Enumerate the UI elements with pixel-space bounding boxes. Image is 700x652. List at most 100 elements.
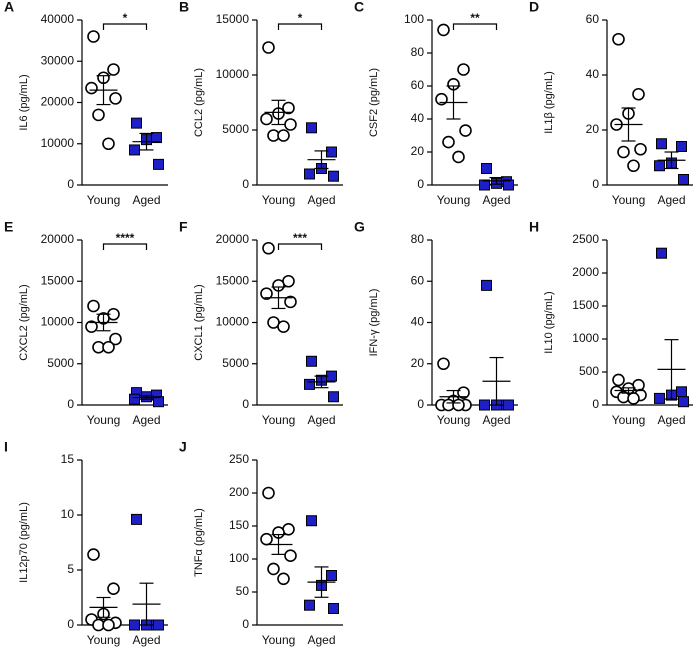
aged-point [503, 179, 514, 191]
aged-point [129, 144, 140, 156]
aged-point [676, 141, 687, 152]
x-tick-label: Aged [657, 193, 685, 207]
significance-bracket [277, 243, 323, 250]
x-tick-label: Young [262, 193, 296, 207]
y-tick-label: 20 [411, 144, 425, 158]
aged-point [328, 170, 339, 182]
x-tick-label: Aged [307, 193, 335, 207]
y-tick-label: 100 [404, 12, 424, 26]
aged-point [678, 396, 689, 408]
y-axis-label: IL6 (pg/mL) [18, 74, 30, 130]
y-tick-label: 250 [229, 452, 249, 466]
young-point [437, 23, 450, 37]
y-tick-label: 10000 [216, 67, 250, 81]
y-tick-label: 10000 [216, 315, 250, 329]
significance-label: **** [116, 231, 135, 245]
y-tick-label: 15 [61, 452, 75, 466]
y-tick-label: 5 [67, 562, 74, 576]
young-point [282, 101, 295, 115]
aged-point [328, 391, 339, 403]
y-tick-label: 60 [411, 273, 425, 287]
y-tick-label: 0 [67, 397, 74, 411]
aged-point [654, 392, 665, 404]
aged-point [326, 146, 337, 158]
x-tick-label: Young [262, 633, 296, 647]
y-tick-label: 20000 [41, 95, 75, 109]
significance-bracket [102, 23, 148, 30]
y-tick-label: 5000 [47, 356, 74, 370]
young-point [87, 548, 100, 561]
young-point [457, 63, 470, 76]
aged-point [676, 386, 687, 398]
aged-point [153, 158, 164, 170]
panel-label: J [179, 439, 187, 455]
significance-label: *** [293, 231, 307, 245]
young-point [85, 320, 98, 333]
x-tick-label: Young [87, 633, 121, 647]
x-tick-label: Aged [482, 193, 510, 207]
aged-point [328, 603, 339, 614]
y-tick-label: 20 [586, 122, 600, 136]
y-axis-label: CXCL2 (pg/mL) [18, 284, 30, 360]
y-tick-label: 500 [579, 364, 599, 378]
young-point [632, 87, 645, 101]
aged-point [503, 399, 514, 411]
young-point [102, 340, 115, 354]
young-point [109, 332, 122, 346]
y-tick-label: 0 [417, 177, 424, 191]
young-point [260, 532, 273, 546]
young-point [260, 112, 273, 126]
y-tick-label: 0 [417, 397, 424, 411]
significance-label: ** [470, 11, 480, 25]
young-point [442, 135, 455, 149]
y-tick-label: 10000 [41, 315, 75, 329]
aged-point [306, 122, 317, 134]
y-tick-label: 200 [229, 485, 249, 499]
panel-label: F [179, 219, 188, 235]
y-tick-label: 20 [411, 356, 425, 370]
aged-point [678, 174, 689, 185]
y-axis-label: CSF2 (pg/mL) [368, 68, 380, 137]
panel-label: G [354, 219, 365, 235]
aged-point [481, 279, 492, 291]
x-tick-label: Aged [482, 413, 510, 427]
x-tick-label: Young [87, 193, 121, 207]
y-tick-label: 2500 [572, 232, 599, 246]
y-tick-label: 0 [242, 397, 249, 411]
x-tick-label: Aged [307, 413, 335, 427]
x-tick-label: Aged [132, 633, 160, 647]
y-tick-label: 40 [586, 67, 600, 81]
aged-point [304, 378, 315, 390]
y-tick-label: 60 [411, 78, 425, 92]
panel-label: B [179, 0, 189, 15]
x-tick-label: Young [437, 413, 471, 427]
significance-bracket [102, 243, 148, 250]
y-tick-label: 80 [411, 232, 425, 246]
y-tick-label: 1000 [572, 331, 599, 345]
y-tick-label: 0 [592, 177, 599, 191]
x-tick-label: Young [437, 193, 471, 207]
young-point [85, 81, 98, 95]
y-tick-label: 20000 [41, 232, 75, 246]
y-tick-label: 40000 [41, 12, 75, 26]
aged-point [656, 247, 667, 259]
young-point [284, 549, 297, 563]
young-point [277, 572, 290, 586]
young-point [107, 63, 120, 76]
y-axis-label: CCL2 (pg/mL) [193, 68, 205, 137]
y-axis-label: IL1β (pg/mL) [543, 71, 555, 134]
young-point [262, 241, 275, 255]
y-tick-label: 1500 [572, 298, 599, 312]
y-tick-label: 40 [411, 315, 425, 329]
panel-label: E [4, 219, 13, 235]
young-point [284, 295, 297, 309]
aged-point [304, 168, 315, 180]
aged-point [479, 179, 490, 191]
aged-point [656, 138, 667, 150]
young-point [87, 30, 100, 43]
aged-point [129, 619, 140, 631]
y-tick-label: 0 [242, 177, 249, 191]
young-point [437, 357, 450, 371]
y-axis-label: IL10 (pg/mL) [543, 291, 555, 353]
